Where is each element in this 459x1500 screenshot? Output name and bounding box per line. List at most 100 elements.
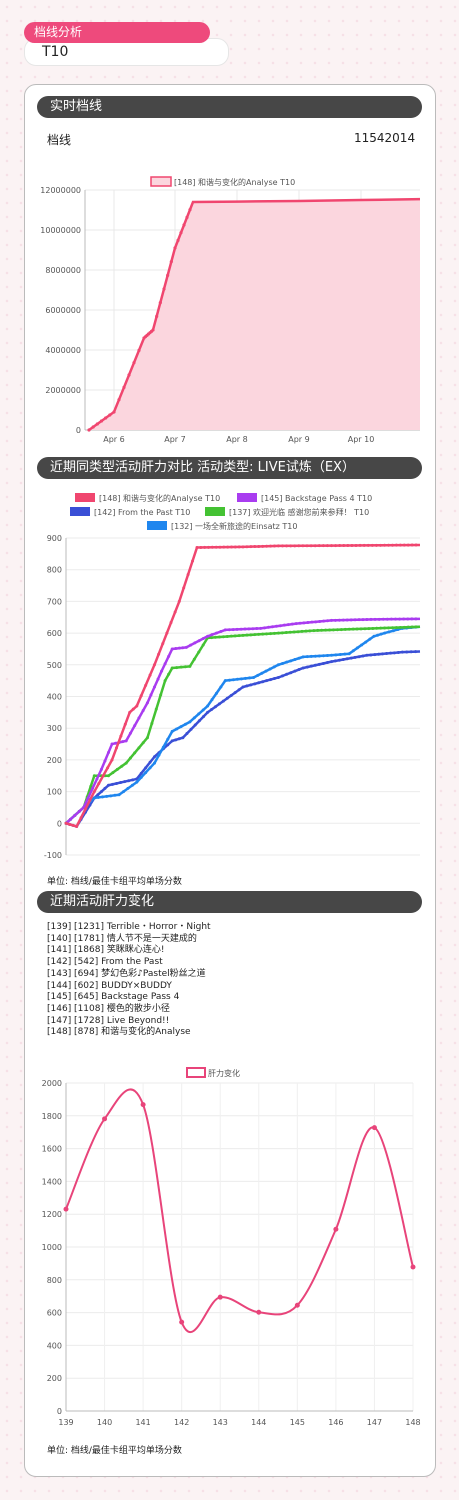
chart3-ytick: 600 (47, 1309, 62, 1318)
chart2-point (188, 720, 192, 724)
chart1-point (127, 373, 131, 377)
chart1-point (95, 422, 99, 426)
chart2-point (229, 634, 233, 638)
chart2-legend-swatch (205, 507, 225, 516)
chart3-xtick: 145 (290, 1418, 305, 1427)
event-item: [145] [645] Backstage Pass 4 (47, 992, 180, 1003)
chart2-point (195, 546, 199, 550)
chart2-point (124, 739, 128, 743)
chart2-point (267, 625, 271, 629)
chart2-point (253, 682, 257, 686)
chart2-point (360, 643, 364, 647)
chart2-point (333, 618, 337, 622)
chart2-legend-swatch (237, 493, 257, 502)
chart2-point (405, 650, 409, 654)
chart2-point (159, 693, 163, 697)
chart3-ytick: 1000 (42, 1243, 62, 1252)
chart2-point (160, 669, 164, 673)
chart2-point (219, 685, 223, 689)
chart2-point (347, 627, 351, 631)
chart2-point (161, 745, 165, 749)
chart2-point (345, 618, 349, 622)
chart2-point (349, 656, 353, 660)
chart2-point (71, 823, 75, 827)
chart2-point (361, 654, 365, 658)
chart2-point (148, 766, 152, 770)
chart2-point (338, 652, 342, 656)
chart2-point (157, 753, 161, 757)
chart2-point (313, 663, 317, 667)
chart1-point (87, 428, 91, 432)
chart2-point (245, 545, 249, 549)
chart1-point (112, 410, 116, 414)
chart2-point (284, 631, 288, 635)
chart3-ytick: 1200 (42, 1210, 62, 1219)
chart2-point (193, 723, 197, 727)
chart1-ytick: 10000000 (40, 226, 81, 235)
chart2-point (163, 679, 167, 683)
chart2-unit: 单位: 档线/最佳卡组平均单场分数 (47, 877, 182, 887)
chart2-point (335, 628, 339, 632)
chart2-point (264, 669, 268, 673)
chart2-point (289, 659, 293, 663)
event-item: [139] [1231] Terrible・Horror・Night (47, 922, 211, 932)
chart2-point (345, 657, 349, 661)
chart2-point (410, 617, 414, 621)
chart2-point (269, 678, 273, 682)
chart2-point (402, 617, 406, 621)
chart2-point (265, 544, 269, 548)
chart2-point (349, 618, 353, 622)
chart2-point (170, 647, 174, 651)
chart2-point (377, 652, 381, 656)
chart1-point (182, 223, 186, 227)
chart2-point (276, 663, 280, 667)
chart2-point (114, 746, 118, 750)
chart2-point (128, 710, 132, 714)
chart2-point (331, 628, 335, 632)
chart2-point (341, 658, 345, 662)
chart3-ytick: 800 (47, 1276, 62, 1285)
chart2-point (247, 627, 251, 631)
chart2-point (201, 715, 205, 719)
chart2-point (351, 627, 355, 631)
chart2-point (179, 725, 183, 729)
chart2-point (227, 678, 231, 682)
chart2-point (409, 650, 413, 654)
chart2-point (181, 646, 185, 650)
chart2-point (362, 543, 366, 547)
chart2-point (237, 688, 241, 692)
chart2-point (276, 631, 280, 635)
chart1-point (162, 287, 166, 291)
chart2-point (177, 737, 181, 741)
section-history: 近期活动肝力变化 (37, 891, 422, 913)
chart2-point (387, 626, 391, 630)
event-item: [146] [1108] 樱色的散步小径 (47, 1003, 170, 1014)
chart2-point (217, 702, 221, 706)
chart2-point (321, 661, 325, 665)
chart2-point (325, 661, 329, 665)
chart2-point (334, 544, 338, 548)
chart2-ytick: 600 (47, 629, 62, 638)
chart2-point (308, 629, 312, 633)
chart2-point (318, 619, 322, 623)
chart2-point (92, 774, 96, 778)
chart2-point (181, 736, 185, 740)
chart2-point (312, 629, 316, 633)
chart1-xtick: Apr 9 (288, 435, 309, 444)
chart1-legend-swatch (150, 176, 172, 187)
chart1-point (132, 361, 136, 365)
chart1-point (169, 260, 173, 264)
chart2-point (226, 545, 230, 549)
chart2-point (276, 544, 280, 548)
chart2-point (330, 660, 333, 664)
chart2-point (243, 627, 247, 631)
chart2-point (248, 676, 252, 680)
chart2-point (272, 665, 276, 669)
chart3-xtick: 142 (174, 1418, 189, 1427)
header-value: T10 (42, 44, 69, 60)
chart2-point (392, 651, 396, 655)
chart2-point (342, 544, 346, 548)
chart2-point (233, 634, 237, 638)
chart2-point (358, 543, 362, 547)
chart2-point (294, 622, 298, 626)
